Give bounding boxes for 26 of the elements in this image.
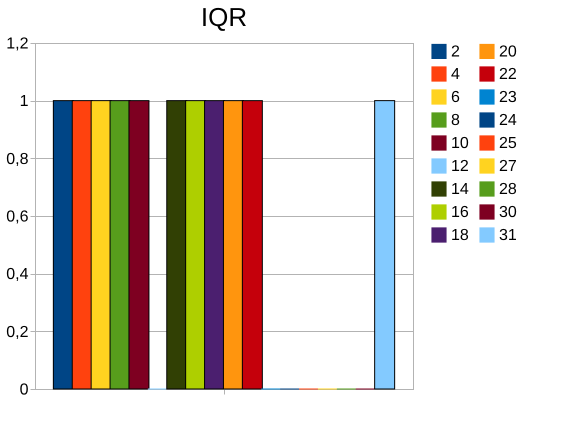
legend-label: 10 bbox=[451, 135, 469, 152]
y-tick-label: 0,6 bbox=[6, 208, 29, 226]
y-tick-label: 0 bbox=[20, 382, 29, 398]
legend-label: 25 bbox=[499, 135, 517, 152]
legend-label: 23 bbox=[499, 89, 517, 106]
legend-label: 27 bbox=[499, 158, 517, 175]
legend-label: 22 bbox=[499, 66, 517, 83]
legend-label: 4 bbox=[451, 66, 460, 83]
y-tick-label: 0,8 bbox=[6, 150, 29, 168]
legend-label: 16 bbox=[451, 204, 469, 221]
legend-label: 28 bbox=[499, 181, 517, 198]
legend-label: 31 bbox=[499, 227, 517, 244]
y-tick-label: 0,2 bbox=[6, 324, 29, 341]
y-tick-label: 0,4 bbox=[6, 266, 29, 284]
legend-label: 30 bbox=[499, 204, 517, 221]
legend-label: 12 bbox=[451, 158, 469, 175]
legend-label: 6 bbox=[451, 89, 460, 106]
legend-label: 20 bbox=[499, 43, 517, 60]
legend-label: 18 bbox=[451, 227, 469, 244]
legend-label: 2 bbox=[451, 43, 460, 60]
legend-label: 8 bbox=[451, 112, 460, 129]
chart-title: IQR bbox=[200, 2, 248, 32]
legend-label: 24 bbox=[499, 112, 517, 129]
legend-label: 14 bbox=[451, 181, 469, 198]
y-tick-label: 1 bbox=[20, 93, 29, 110]
y-tick-label: 1,2 bbox=[6, 36, 29, 52]
